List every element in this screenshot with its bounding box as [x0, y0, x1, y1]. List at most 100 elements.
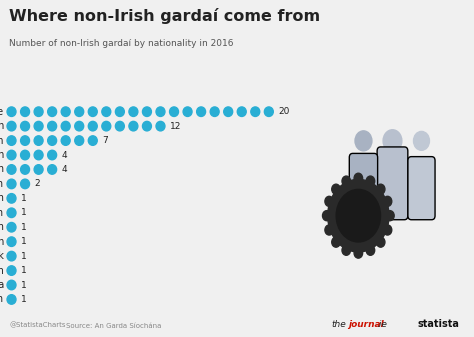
Circle shape	[210, 107, 219, 117]
Circle shape	[48, 136, 56, 145]
Text: 1: 1	[21, 252, 27, 261]
Circle shape	[386, 211, 394, 221]
Text: American: American	[0, 135, 4, 146]
Circle shape	[197, 107, 206, 117]
Circle shape	[355, 131, 372, 151]
Circle shape	[20, 136, 29, 145]
Circle shape	[20, 107, 29, 117]
Circle shape	[7, 165, 16, 174]
Circle shape	[102, 107, 111, 117]
Circle shape	[34, 107, 43, 117]
Text: English: English	[0, 150, 4, 160]
Text: statista: statista	[418, 318, 460, 329]
Circle shape	[342, 176, 351, 186]
Text: Canadian: Canadian	[0, 208, 4, 218]
Circle shape	[7, 280, 16, 290]
Circle shape	[7, 193, 16, 203]
Circle shape	[342, 245, 351, 255]
Circle shape	[183, 107, 192, 117]
Text: Chinese: Chinese	[0, 107, 4, 117]
Circle shape	[170, 107, 179, 117]
Circle shape	[20, 150, 29, 160]
Circle shape	[332, 184, 340, 194]
Text: Lithuanian: Lithuanian	[0, 266, 4, 276]
Text: 7: 7	[102, 136, 108, 145]
Text: .ie: .ie	[377, 319, 388, 329]
FancyBboxPatch shape	[408, 157, 435, 220]
Circle shape	[88, 107, 97, 117]
Circle shape	[251, 107, 260, 117]
Text: 4: 4	[62, 151, 67, 159]
Circle shape	[7, 136, 16, 145]
Circle shape	[325, 196, 333, 207]
Circle shape	[383, 196, 392, 207]
Circle shape	[48, 150, 56, 160]
Circle shape	[336, 189, 381, 242]
Circle shape	[48, 121, 56, 131]
Text: @StatistaCharts: @StatistaCharts	[9, 322, 66, 329]
Circle shape	[48, 107, 56, 117]
Circle shape	[354, 248, 363, 258]
Circle shape	[7, 179, 16, 189]
Circle shape	[383, 130, 402, 152]
Text: Polish: Polish	[0, 121, 4, 131]
Text: 1: 1	[21, 280, 27, 289]
Circle shape	[75, 107, 84, 117]
Circle shape	[88, 136, 97, 145]
Text: 1: 1	[21, 194, 27, 203]
Circle shape	[102, 121, 111, 131]
Text: Number of non-Irish gardaí by nationality in 2016: Number of non-Irish gardaí by nationalit…	[9, 39, 234, 48]
Circle shape	[61, 136, 70, 145]
Text: 20: 20	[278, 107, 290, 116]
Circle shape	[156, 107, 165, 117]
Circle shape	[34, 150, 43, 160]
Text: Danish: Danish	[0, 222, 4, 232]
Circle shape	[20, 179, 29, 189]
Circle shape	[115, 121, 124, 131]
Circle shape	[7, 222, 16, 232]
Circle shape	[366, 245, 374, 255]
Text: Bosnian: Bosnian	[0, 193, 4, 203]
Text: 1: 1	[21, 223, 27, 232]
Circle shape	[20, 165, 29, 174]
Circle shape	[48, 165, 56, 174]
Circle shape	[7, 208, 16, 218]
Text: Greek: Greek	[0, 251, 4, 261]
Text: 1: 1	[21, 237, 27, 246]
Text: Dutch: Dutch	[0, 237, 4, 247]
Circle shape	[75, 121, 84, 131]
Text: 12: 12	[170, 122, 182, 131]
Text: the: the	[332, 319, 346, 329]
Text: Source: An Garda Síochána: Source: An Garda Síochána	[66, 323, 162, 329]
FancyBboxPatch shape	[349, 153, 378, 220]
Circle shape	[224, 107, 233, 117]
Circle shape	[7, 121, 16, 131]
Text: journal: journal	[348, 319, 384, 329]
Circle shape	[61, 121, 70, 131]
Circle shape	[237, 107, 246, 117]
Circle shape	[325, 225, 333, 235]
Text: 1: 1	[21, 295, 27, 304]
Circle shape	[143, 107, 151, 117]
Circle shape	[34, 121, 43, 131]
Circle shape	[413, 131, 429, 150]
Circle shape	[129, 121, 138, 131]
Circle shape	[61, 107, 70, 117]
Circle shape	[7, 295, 16, 304]
Circle shape	[156, 121, 165, 131]
Circle shape	[7, 237, 16, 246]
Circle shape	[75, 136, 84, 145]
Circle shape	[264, 107, 273, 117]
Circle shape	[115, 107, 124, 117]
Circle shape	[143, 121, 151, 131]
FancyBboxPatch shape	[377, 147, 408, 220]
Circle shape	[376, 184, 385, 194]
Text: 4: 4	[62, 165, 67, 174]
Text: German: German	[0, 179, 4, 189]
Circle shape	[7, 251, 16, 261]
Circle shape	[129, 107, 138, 117]
Circle shape	[20, 121, 29, 131]
Circle shape	[366, 176, 374, 186]
Circle shape	[322, 211, 331, 221]
Text: South Africa: South Africa	[0, 280, 4, 290]
